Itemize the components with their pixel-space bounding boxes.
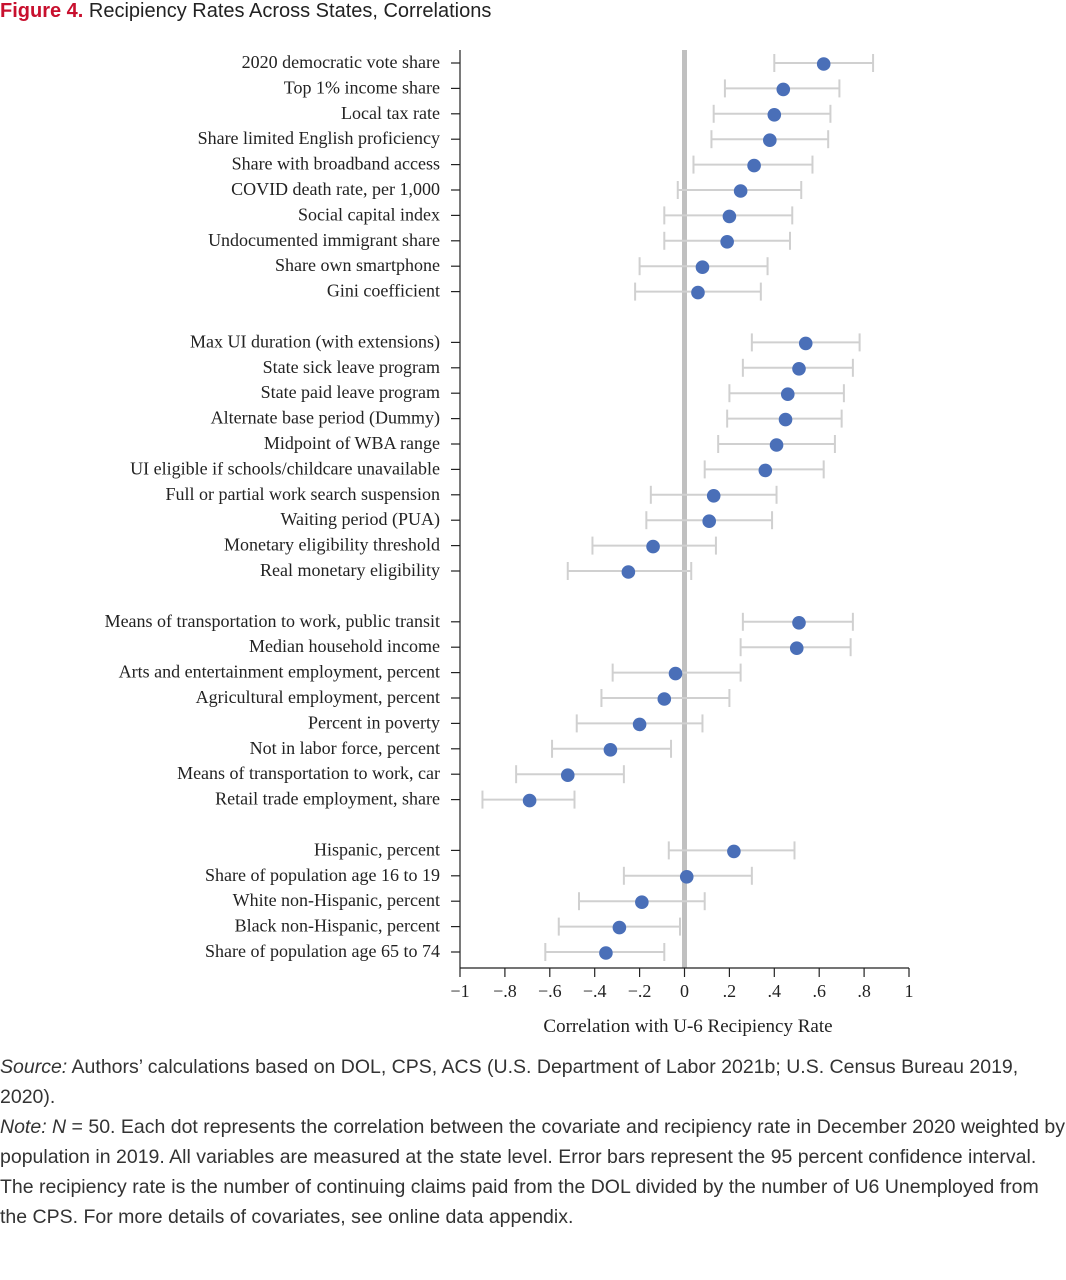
estimate-dot [780, 387, 795, 402]
figure-title: Figure 4. Recipiency Rates Across States… [0, 0, 491, 23]
row-label: State sick leave program [263, 357, 440, 377]
note: Note: N = 50. Each dot represents the co… [0, 1112, 1066, 1232]
x-tick-label: −.2 [628, 981, 652, 1001]
figure-notes: Source: Authors’ calculations based on D… [0, 1052, 1066, 1232]
source-text: Authors’ calculations based on DOL, CPS,… [0, 1056, 1019, 1108]
estimate-dot [778, 412, 793, 427]
row-labels-layer: 2020 democratic vote share Top 1% income … [105, 52, 440, 961]
row-label: White non-Hispanic, percent [233, 890, 440, 910]
estimate-dot [632, 717, 647, 732]
x-tick-label: .4 [768, 981, 782, 1001]
row-label: COVID death rate, per 1,000 [231, 179, 440, 199]
row-label: Top 1% income share [284, 77, 440, 97]
estimate-dot [816, 57, 831, 71]
row-label: Social capital index [298, 204, 440, 224]
estimate-dot [603, 743, 618, 757]
estimate-dot [646, 539, 660, 554]
estimate-dot [733, 184, 748, 198]
estimate-dot [635, 895, 649, 909]
row-label: Local tax rate [341, 103, 440, 123]
row-label: Gini coefficient [327, 281, 440, 301]
estimate-dot [763, 133, 777, 147]
row-label: UI eligible if schools/childcare unavail… [130, 458, 440, 478]
axes-layer: −1 −.8 −.6 −.4 −.2 0 .2 .4 .6 .8 1 [450, 50, 914, 1001]
row-label: Max UI duration (with extensions) [190, 331, 440, 352]
estimate-dot [798, 336, 813, 351]
x-tick-label: −.6 [538, 981, 562, 1001]
row-label: Alternate base period (Dummy) [211, 408, 440, 429]
estimate-dot [769, 438, 784, 452]
estimate-dot [621, 565, 636, 579]
x-tick-label: 1 [905, 981, 914, 1001]
row-label: Arts and entertainment employment, perce… [119, 662, 440, 682]
x-tick-label: 0 [680, 981, 689, 1001]
row-label: Full or partial work search suspension [166, 484, 440, 504]
row-label: Share with broadband access [232, 154, 440, 174]
row-label: Means of transportation to work, public … [105, 611, 440, 631]
row-label: Median household income [249, 636, 440, 656]
estimate-dot [720, 235, 734, 249]
row-label: Share of population age 65 to 74 [205, 941, 440, 961]
figure-title-text: Recipiency Rates Across States, Correlat… [88, 0, 492, 22]
estimate-dot [695, 260, 710, 275]
row-label: Monetary eligibility threshold [224, 535, 440, 555]
row-label: Real monetary eligibility [260, 560, 440, 580]
estimate-dot [722, 209, 737, 224]
x-axis-label: Correlation with U-6 Recipiency Rate [543, 1016, 832, 1037]
row-label: Share own smartphone [275, 255, 440, 275]
estimate-dot [691, 285, 705, 300]
estimate-dot [560, 768, 575, 782]
row-label: Waiting period (PUA) [280, 509, 440, 530]
row-label: Share limited English proficiency [198, 128, 440, 148]
estimate-dot [679, 870, 694, 884]
estimate-dots-layer [522, 57, 831, 960]
source-note: Source: Authors’ calculations based on D… [0, 1052, 1066, 1112]
estimate-dot [522, 793, 537, 808]
error-bars-layer [481, 54, 875, 961]
estimate-dot [767, 108, 782, 122]
row-label: Undocumented immigrant share [208, 230, 440, 250]
note-label: Note: [0, 1116, 47, 1138]
row-label: Share of population age 16 to 19 [205, 865, 440, 885]
estimate-dot [758, 463, 773, 478]
x-tick-label: .2 [723, 981, 737, 1001]
estimate-dot [657, 692, 672, 706]
row-label: Means of transportation to work, car [177, 763, 440, 783]
x-tick-label: .8 [857, 981, 871, 1001]
row-label: Agricultural employment, percent [196, 687, 440, 707]
estimate-dot [612, 920, 627, 935]
row-label: Midpoint of WBA range [264, 433, 440, 453]
estimate-dot [747, 158, 761, 173]
estimate-dot [668, 666, 683, 681]
note-n: N [52, 1116, 67, 1138]
x-tick-label: .6 [812, 981, 826, 1001]
row-label: 2020 democratic vote share [242, 52, 440, 72]
x-tick-label: −.8 [493, 981, 517, 1001]
estimate-dot [727, 844, 741, 859]
row-label: Percent in poverty [308, 712, 440, 732]
row-label: Retail trade employment, share [215, 789, 440, 809]
note-text: = 50. Each dot represents the correlatio… [0, 1116, 1066, 1228]
x-tick-label: −1 [450, 981, 469, 1001]
row-label: Hispanic, percent [314, 839, 440, 859]
estimate-dot [599, 946, 613, 960]
row-label: Not in labor force, percent [250, 738, 440, 758]
estimate-dot [706, 489, 721, 503]
figure-number: Figure 4. [0, 0, 84, 22]
estimate-dot [776, 82, 791, 97]
row-label: State paid leave program [261, 382, 440, 402]
row-label: Black non-Hispanic, percent [235, 916, 440, 936]
estimate-dot [789, 641, 804, 655]
estimate-dot [792, 616, 806, 630]
source-label: Source: [0, 1056, 68, 1078]
estimate-dot [702, 514, 716, 528]
correlation-chart: 2020 democratic vote share Top 1% income … [105, 50, 914, 1037]
estimate-dot [792, 362, 806, 376]
x-tick-label: −.4 [583, 981, 607, 1001]
